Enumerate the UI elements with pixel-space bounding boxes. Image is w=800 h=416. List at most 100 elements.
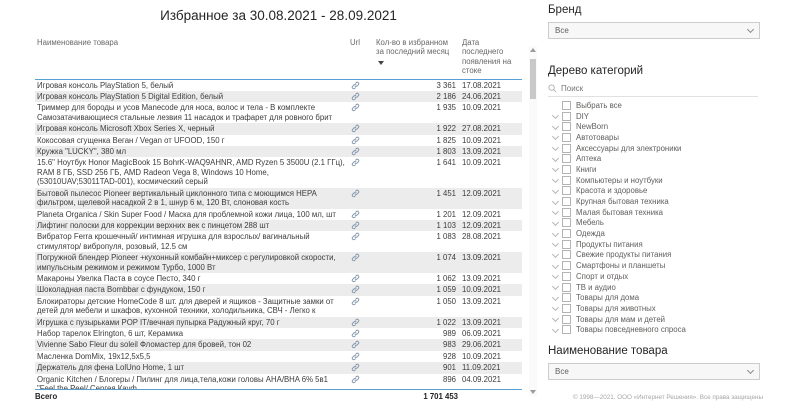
link-icon[interactable] <box>351 92 360 101</box>
category-tree-item[interactable]: Красота и здоровье <box>548 186 800 197</box>
link-icon[interactable] <box>351 136 360 145</box>
category-tree-item[interactable]: Компьютеры и ноутбуки <box>548 175 800 186</box>
table-row[interactable]: Триммер для бороды и усов Manecode для н… <box>35 102 522 123</box>
category-checkbox[interactable] <box>562 261 571 271</box>
category-tree-item[interactable]: Аптека <box>548 153 800 164</box>
expand-toggle[interactable] <box>548 229 562 237</box>
table-row[interactable]: Игровая консоль PlayStation 5, белый 3 3… <box>35 80 522 91</box>
scroll-up-icon[interactable] <box>530 48 536 52</box>
category-checkbox[interactable] <box>562 271 571 281</box>
link-icon[interactable] <box>351 221 360 230</box>
category-tree-item[interactable]: Выбрать все <box>548 100 800 111</box>
link-icon[interactable] <box>351 318 360 327</box>
category-tree-item[interactable]: Автотовары <box>548 132 800 143</box>
table-row[interactable]: Шоколадная паста Bombbar с фундуком, 150… <box>35 284 522 296</box>
scrollbar-thumb[interactable] <box>530 59 536 99</box>
category-tree-item[interactable]: NewBorn <box>548 121 800 132</box>
category-checkbox[interactable] <box>562 186 571 196</box>
expand-toggle[interactable] <box>548 111 562 120</box>
column-header-url[interactable]: Url <box>350 38 360 47</box>
category-checkbox[interactable] <box>562 218 571 228</box>
column-header-product-name[interactable]: Наименование товара <box>37 38 119 47</box>
category-tree-item[interactable]: Товары повседневного спроса <box>548 324 800 335</box>
link-icon[interactable] <box>351 285 360 294</box>
expand-toggle[interactable] <box>548 208 562 216</box>
category-tree-item[interactable]: Мебель <box>548 218 800 229</box>
table-row[interactable]: Масленка DomMix, 19x12,5x5,5 928 10.09.2… <box>35 351 522 362</box>
expand-toggle[interactable] <box>548 165 562 173</box>
expand-toggle[interactable] <box>548 197 562 205</box>
category-tree-item[interactable]: DIY <box>548 111 800 122</box>
table-row[interactable]: Блокираторы детские HomeCode 8 шт. для д… <box>35 296 522 317</box>
expand-toggle[interactable] <box>548 133 562 141</box>
table-row[interactable]: Набор тарелок Elrington, 6 шт, Керамика … <box>35 328 522 339</box>
table-scrollbar[interactable] <box>529 46 537 396</box>
link-icon[interactable] <box>351 147 360 156</box>
link-icon[interactable] <box>351 274 360 283</box>
category-tree-item[interactable]: Товары для дома <box>548 292 800 303</box>
category-checkbox[interactable] <box>562 314 571 324</box>
brand-filter-dropdown[interactable]: Все <box>548 22 760 39</box>
expand-toggle[interactable] <box>548 176 562 184</box>
category-tree-item[interactable]: Книги <box>548 164 800 175</box>
link-icon[interactable] <box>351 363 360 372</box>
expand-toggle[interactable] <box>548 250 562 259</box>
category-tree-item[interactable]: Товары для животных <box>548 303 800 314</box>
category-checkbox[interactable] <box>562 175 571 185</box>
category-checkbox[interactable] <box>562 303 571 313</box>
expand-toggle[interactable] <box>548 293 562 301</box>
category-checkbox[interactable] <box>562 207 571 217</box>
expand-toggle[interactable] <box>548 261 562 269</box>
expand-toggle[interactable] <box>548 240 562 248</box>
table-row[interactable]: Planeta Organica / Skin Super Food / Мас… <box>35 209 522 220</box>
category-checkbox[interactable] <box>562 239 571 249</box>
link-icon[interactable] <box>351 297 360 306</box>
link-icon[interactable] <box>351 352 360 361</box>
link-icon[interactable] <box>351 232 360 241</box>
category-tree-item[interactable]: Смартфоны и планшеты <box>548 260 800 271</box>
category-tree-item[interactable]: Товары для мам и детей <box>548 314 800 325</box>
link-icon[interactable] <box>351 253 360 262</box>
link-icon[interactable] <box>351 158 360 167</box>
product-name-filter-dropdown[interactable]: Все <box>548 363 760 381</box>
category-tree-item[interactable]: Спорт и отдых <box>548 271 800 282</box>
expand-toggle[interactable] <box>548 154 562 162</box>
category-search-input[interactable] <box>561 84 741 93</box>
category-checkbox[interactable] <box>562 164 571 174</box>
category-checkbox[interactable] <box>562 132 571 142</box>
table-row[interactable]: Вибратор Ferra крошечный/ интимная игруш… <box>35 231 522 252</box>
table-row[interactable]: Игровая консоль Microsoft Xbox Series X,… <box>35 123 522 135</box>
expand-toggle[interactable] <box>548 144 562 152</box>
category-tree-item[interactable]: Малая бытовая техника <box>548 207 800 218</box>
column-header-last-stock-date[interactable]: Дата последнего появления на стоке <box>462 38 512 76</box>
category-checkbox[interactable] <box>562 122 571 132</box>
table-row[interactable]: Игрушка с пузырьками POP IT/вечная пупыр… <box>35 316 522 328</box>
category-checkbox[interactable] <box>562 154 571 164</box>
link-icon[interactable] <box>351 375 360 384</box>
link-icon[interactable] <box>351 103 360 112</box>
link-icon[interactable] <box>351 124 360 133</box>
table-row[interactable]: Бытовой пылесос Pioneer вертикальный цик… <box>35 187 522 209</box>
category-checkbox[interactable] <box>562 250 571 260</box>
expand-toggle[interactable] <box>548 186 562 194</box>
category-tree-item[interactable]: ТВ и аудио <box>548 282 800 293</box>
category-checkbox[interactable] <box>562 100 571 110</box>
link-icon[interactable] <box>351 210 360 219</box>
link-icon[interactable] <box>351 189 360 198</box>
expand-toggle[interactable] <box>548 272 562 280</box>
table-row[interactable]: Лифтинг полоски для коррекции верхних ве… <box>35 219 522 232</box>
link-icon[interactable] <box>351 329 360 338</box>
table-row[interactable]: Кокосовая сгущенка Веган / Vegan от UFOO… <box>35 135 522 146</box>
category-tree-item[interactable]: Одежда <box>548 228 800 239</box>
table-row[interactable]: Кружка "LUCKY", 380 мл 1 803 13.09.2021 <box>35 146 522 158</box>
table-row[interactable]: Игровая консоль PlayStation 5 Digital Ed… <box>35 91 522 103</box>
category-checkbox[interactable] <box>562 293 571 303</box>
category-tree-item[interactable]: Крупная бытовая техника <box>548 196 800 207</box>
category-checkbox[interactable] <box>562 282 571 292</box>
table-row[interactable]: Organic Kitchen / Блогеры / Пилинг для л… <box>35 374 522 389</box>
table-row[interactable]: Vivienne Sabo Fleur du soleil Фломастер … <box>35 339 522 351</box>
table-row[interactable]: Держатель для фена LolUno Home, 1 шт 901… <box>35 362 522 374</box>
category-tree-item[interactable]: Аксессуары для электроники <box>548 143 800 154</box>
expand-toggle[interactable] <box>548 282 562 291</box>
table-row[interactable]: Погружной блендер Pioneer +кухонный комб… <box>35 252 522 273</box>
